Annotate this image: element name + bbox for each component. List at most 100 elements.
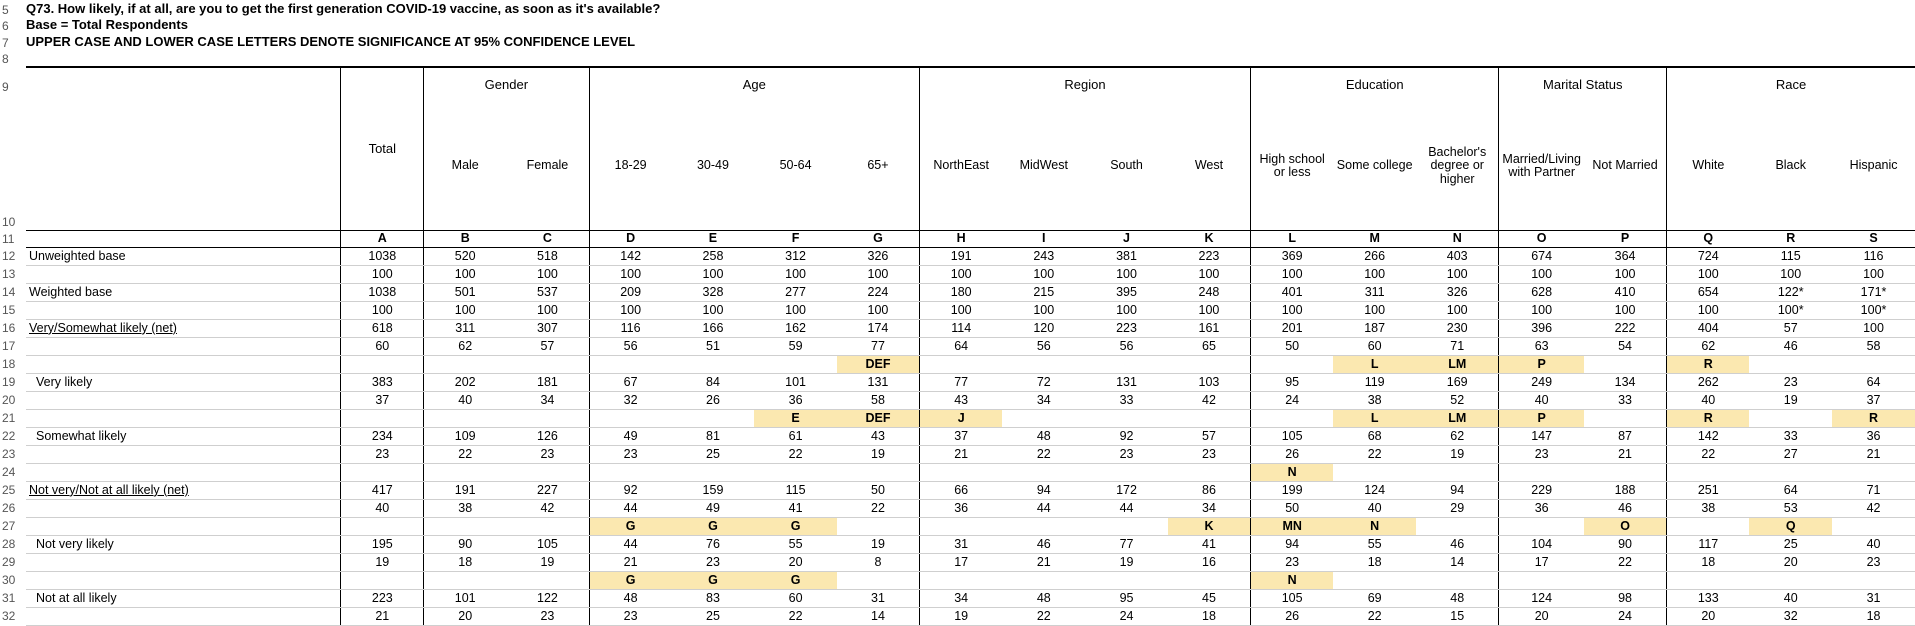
significance-cell: LM	[1416, 409, 1499, 428]
value-cell: 171*	[1832, 283, 1915, 302]
significance-cell: J	[919, 409, 1003, 428]
value-cell: 50	[1250, 337, 1334, 356]
column-letter: S	[1832, 230, 1915, 248]
value-cell: 403	[1416, 247, 1499, 266]
value-cell: 618	[340, 319, 424, 338]
value-cell: 122*	[1749, 283, 1833, 302]
value-cell: 44	[1085, 499, 1168, 518]
significance-cell: Q	[1749, 517, 1833, 536]
value-cell: 227	[506, 481, 590, 500]
significance-cell	[1085, 355, 1168, 374]
value-cell: 191	[423, 481, 507, 500]
value-cell: 44	[588, 535, 672, 554]
value-cell: 40	[1749, 589, 1833, 608]
row-number: 5	[2, 3, 9, 17]
row-number: 12	[2, 248, 16, 263]
value-cell: 49	[671, 499, 755, 518]
significance-cell	[1002, 355, 1086, 374]
significance-cell	[1749, 355, 1833, 374]
value-cell: 248	[1167, 283, 1251, 302]
value-cell: 18	[1832, 607, 1915, 626]
significance-cell	[1583, 409, 1667, 428]
value-cell: 36	[754, 391, 837, 410]
value-cell: 18	[1167, 607, 1251, 626]
value-cell: 100	[1498, 301, 1584, 320]
significance-cell	[340, 463, 424, 482]
value-cell: 223	[340, 589, 424, 608]
group-header-row: Total Gender Age Region Education Marital Sta…	[26, 66, 1915, 231]
value-cell: 169	[1416, 373, 1499, 392]
significance-cell: G	[671, 571, 755, 590]
significance-cell	[340, 355, 424, 374]
value-cell: 41	[754, 499, 837, 518]
significance-cell: K	[1167, 517, 1251, 536]
value-cell: 53	[1749, 499, 1833, 518]
table-row: 21 20 23 23 25 22 14 19 22 24 18 26 22 15 20 24 20 32 18	[26, 607, 1915, 626]
value-cell: 60	[754, 589, 837, 608]
value-cell: 188	[1583, 481, 1667, 500]
significance-cell	[1498, 517, 1584, 536]
value-cell: 22	[1002, 445, 1086, 464]
value-cell: 40	[423, 391, 507, 410]
row-number: 18	[2, 356, 16, 371]
value-cell: 100	[754, 301, 837, 320]
value-cell: 417	[340, 481, 424, 500]
significance-cell	[506, 517, 590, 536]
value-cell: 126	[506, 427, 590, 446]
value-cell: 90	[1583, 535, 1667, 554]
value-cell: 38	[1666, 499, 1750, 518]
value-cell: 25	[1749, 535, 1833, 554]
row-number: 15	[2, 302, 16, 317]
value-cell: 224	[836, 283, 920, 302]
value-cell: 109	[423, 427, 507, 446]
value-cell: 101	[423, 589, 507, 608]
value-cell: 48	[1002, 589, 1086, 608]
column-header: Bachelor's degree or higher	[1428, 145, 1487, 186]
value-cell: 262	[1666, 373, 1750, 392]
value-cell: 36	[1832, 427, 1915, 446]
table-row: G G G K MN N O Q	[26, 517, 1915, 536]
value-cell: 383	[340, 373, 424, 392]
significance-cell	[506, 409, 590, 428]
significance-cell: E	[754, 409, 837, 428]
value-cell: 64	[1749, 481, 1833, 500]
significance-cell: G	[671, 517, 755, 536]
row-label	[26, 337, 341, 356]
column-letter: F	[754, 230, 837, 248]
value-cell: 95	[1085, 589, 1168, 608]
value-cell: 46	[1583, 499, 1667, 518]
value-cell: 100	[754, 265, 837, 284]
value-cell: 42	[1167, 391, 1251, 410]
value-cell: 94	[1416, 481, 1499, 500]
row-label: Weighted base	[26, 283, 341, 302]
value-cell: 142	[588, 247, 672, 266]
value-cell: 1038	[340, 247, 424, 266]
value-cell: 17	[919, 553, 1003, 572]
value-cell: 105	[1250, 427, 1334, 446]
table-row: Not very/Not at all likely (net) 417 191 22…	[26, 481, 1915, 500]
row-number: 24	[2, 464, 16, 479]
value-cell: 81	[671, 427, 755, 446]
value-cell: 36	[919, 499, 1003, 518]
value-cell: 100	[1498, 265, 1584, 284]
significance-cell	[1416, 571, 1499, 590]
value-cell: 404	[1666, 319, 1750, 338]
value-cell: 100	[588, 301, 672, 320]
value-cell: 381	[1085, 247, 1168, 266]
value-cell: 105	[1250, 589, 1334, 608]
significance-cell	[1749, 463, 1833, 482]
table-row: Very/Somewhat likely (net) 618 311 307 116 16…	[26, 319, 1915, 338]
value-cell: 22	[1666, 445, 1750, 464]
value-cell: 195	[340, 535, 424, 554]
value-cell: 40	[1832, 535, 1915, 554]
significance-cell	[340, 571, 424, 590]
value-cell: 147	[1498, 427, 1584, 446]
value-cell: 43	[836, 427, 920, 446]
significance-cell	[1832, 517, 1915, 536]
value-cell: 23	[1250, 553, 1334, 572]
significance-cell: R	[1666, 355, 1750, 374]
value-cell: 100	[1749, 265, 1833, 284]
row-number: 31	[2, 590, 16, 605]
